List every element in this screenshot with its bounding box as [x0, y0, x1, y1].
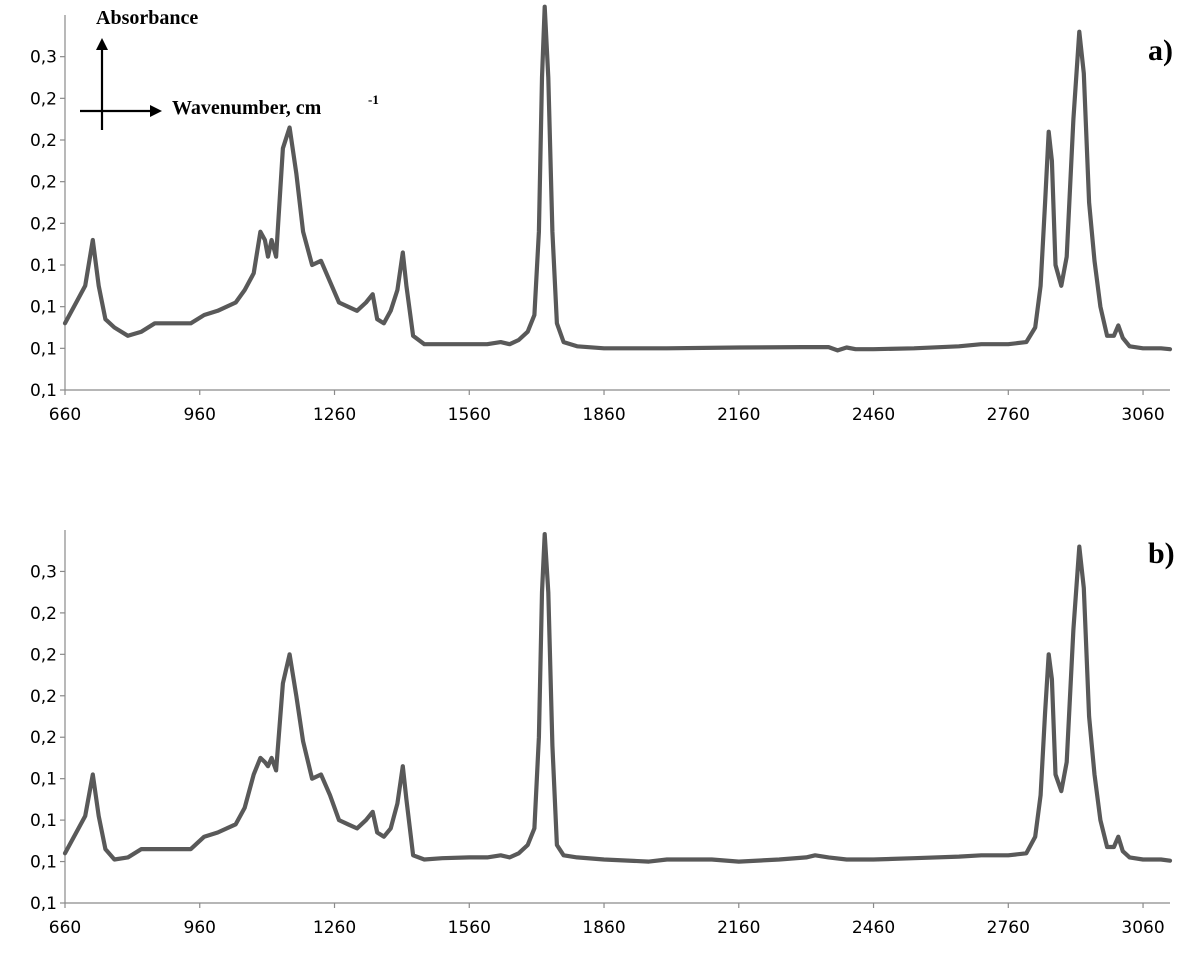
y-tick-group: 0,1 0,1 0,1 0,1 0,2 0,2 0,2 0,2 0,3	[30, 562, 65, 914]
y-tick-label: 0,2	[30, 173, 57, 193]
horizontal-arrowhead-icon	[150, 105, 162, 117]
panel-label: b)	[1148, 537, 1175, 570]
absorbance-series-line	[62, 4, 1173, 353]
x-tick-label: 660	[49, 405, 81, 425]
y-tick-label: 0,2	[30, 214, 57, 234]
y-tick-label: 0,2	[30, 89, 57, 109]
x-tick-label: 1560	[448, 405, 491, 425]
x-tick-label: 1860	[582, 405, 625, 425]
x-tick-label: 960	[184, 405, 216, 425]
y-tick-label: 0,3	[30, 48, 57, 68]
x-tick-label: 1260	[313, 918, 356, 938]
x-tick-label: 3060	[1121, 405, 1164, 425]
panel-label: a)	[1148, 34, 1173, 67]
y-tick-label: 0,2	[30, 131, 57, 151]
spectrum-panel-b: 0,1 0,1 0,1 0,1 0,2 0,2 0,2 0,2 0,3 660 960 1260 15…	[30, 530, 1175, 938]
y-tick-label: 0,1	[30, 381, 57, 401]
y-tick-label: 0,3	[30, 562, 57, 582]
x-axis-title-superscript: -1	[368, 92, 379, 107]
absorbance-series-line	[62, 532, 1173, 864]
x-tick-label: 2460	[852, 918, 895, 938]
y-tick-label: 0,1	[30, 256, 57, 276]
x-tick-label: 3060	[1121, 918, 1164, 938]
x-tick-group: 660 960 1260 1560 1860 2160 2460 2760 3060	[49, 903, 1165, 938]
y-tick-label: 0,2	[30, 604, 57, 624]
y-tick-label: 0,1	[30, 853, 57, 873]
vertical-arrowhead-icon	[96, 38, 108, 50]
x-tick-label: 2460	[852, 405, 895, 425]
y-tick-label: 0,1	[30, 339, 57, 359]
y-axis-title: Absorbance	[96, 7, 198, 29]
x-tick-label: 960	[184, 918, 216, 938]
y-tick-label: 0,2	[30, 645, 57, 665]
y-tick-label: 0,1	[30, 811, 57, 831]
y-tick-label: 0,1	[30, 894, 57, 914]
x-axis-title: Wavenumber, cm	[172, 97, 322, 119]
x-tick-label: 2760	[987, 918, 1030, 938]
x-tick-label: 660	[49, 918, 81, 938]
axis-legend: Absorbance Wavenumber, cm -1	[80, 7, 379, 130]
x-tick-label: 2160	[717, 918, 760, 938]
x-tick-label: 1860	[582, 918, 625, 938]
x-tick-label: 1560	[448, 918, 491, 938]
y-tick-label: 0,1	[30, 770, 57, 790]
y-tick-label: 0,2	[30, 728, 57, 748]
x-tick-label: 2160	[717, 405, 760, 425]
y-tick-group: 0,1 0,1 0,1 0,1 0,2 0,2 0,2 0,2 0,3	[30, 48, 65, 401]
y-tick-label: 0,1	[30, 298, 57, 318]
y-tick-label: 0,2	[30, 687, 57, 707]
x-tick-label: 1260	[313, 405, 356, 425]
x-tick-label: 2760	[987, 405, 1030, 425]
x-tick-group: 660 960 1260 1560 1860 2160 2460 2760 3060	[49, 390, 1165, 425]
spectrum-panel-a: 0,1 0,1 0,1 0,1 0,2 0,2 0,2 0,2 0,3 660 960 1260 15…	[30, 4, 1173, 425]
